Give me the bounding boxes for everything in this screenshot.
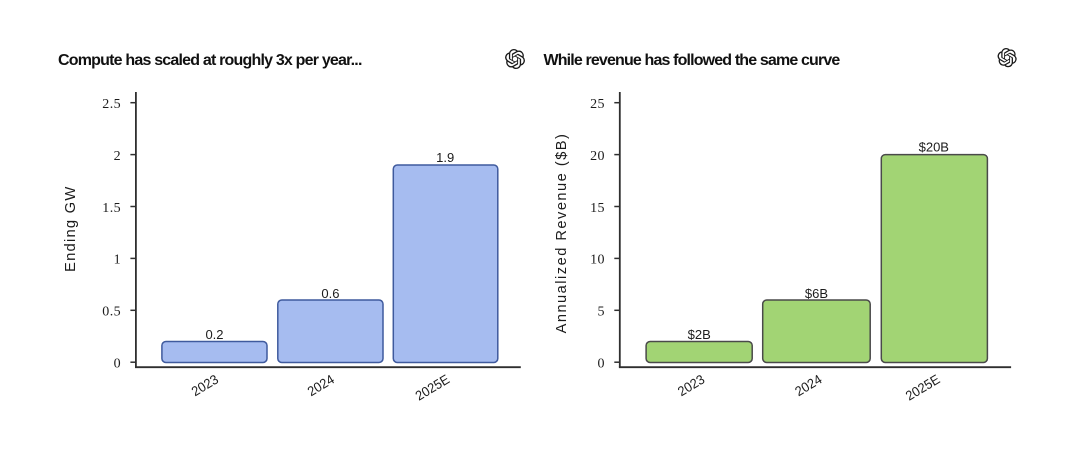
svg-text:20: 20	[590, 149, 605, 164]
svg-text:1.5: 1.5	[102, 201, 121, 216]
svg-text:$6B: $6B	[805, 286, 828, 301]
svg-text:0.2: 0.2	[205, 327, 223, 342]
svg-text:Ending GW: Ending GW	[63, 185, 79, 271]
svg-text:$20B: $20B	[919, 139, 949, 154]
svg-text:0.5: 0.5	[102, 305, 121, 320]
svg-text:$2B: $2B	[688, 327, 711, 342]
svg-text:While revenue has followed the: While revenue has followed the same curv…	[544, 52, 841, 69]
svg-text:10: 10	[590, 253, 605, 268]
svg-text:Annualized Revenue ($B): Annualized Revenue ($B)	[554, 133, 570, 334]
svg-text:1: 1	[114, 253, 121, 268]
svg-text:5: 5	[597, 305, 604, 320]
svg-text:Compute has scaled at roughly: Compute has scaled at roughly 3x per yea…	[58, 52, 362, 69]
svg-text:2: 2	[114, 149, 121, 164]
svg-text:25: 25	[590, 97, 605, 112]
svg-text:1.9: 1.9	[436, 150, 454, 165]
svg-text:0.6: 0.6	[321, 286, 339, 301]
svg-text:15: 15	[590, 201, 605, 216]
svg-text:0: 0	[114, 357, 121, 372]
svg-text:0: 0	[597, 357, 604, 372]
svg-text:2.5: 2.5	[102, 97, 121, 112]
